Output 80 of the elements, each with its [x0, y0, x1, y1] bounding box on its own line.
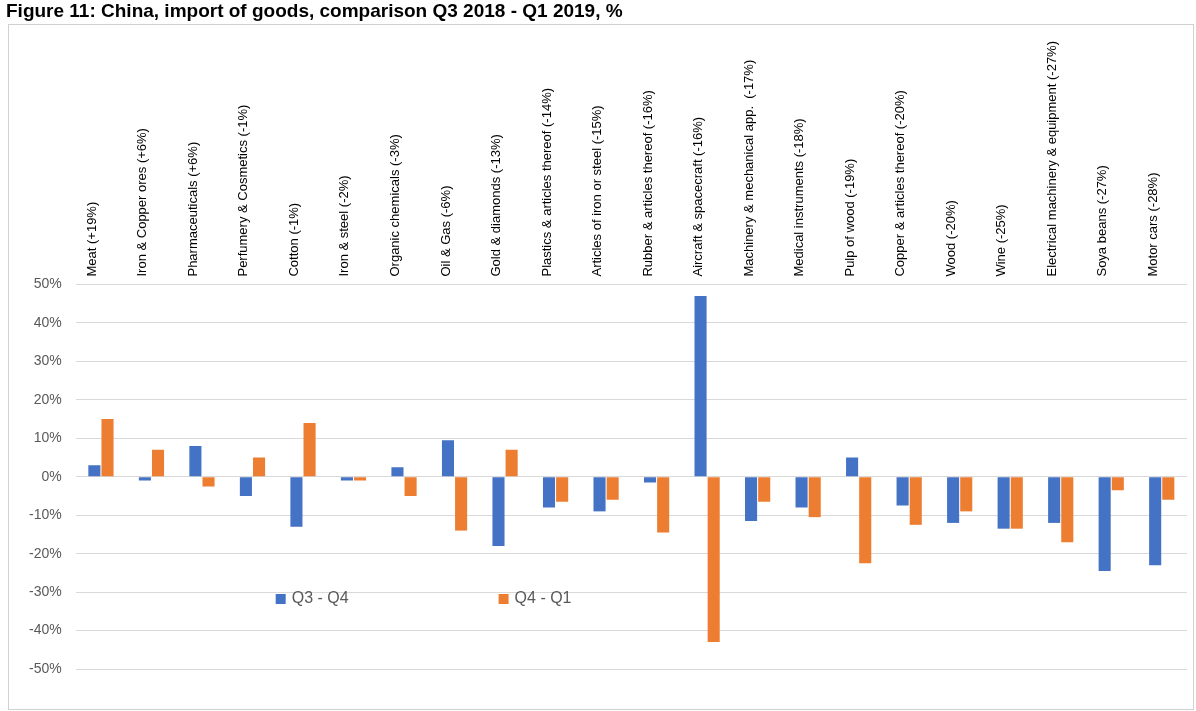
- bar: [189, 446, 202, 477]
- x-tick-label: Perfumery & Cosmetics (-1%): [235, 104, 251, 277]
- bar: [391, 467, 404, 477]
- bar: [960, 477, 973, 512]
- bar: [505, 449, 518, 477]
- bar: [947, 477, 960, 523]
- bar: [1048, 477, 1061, 523]
- y-tick-label: 20%: [33, 390, 62, 407]
- x-tick-label: Wood (-20%): [942, 200, 958, 277]
- bar: [1111, 477, 1124, 491]
- bar: [846, 457, 859, 477]
- bar: [354, 477, 367, 481]
- bar: [340, 477, 353, 481]
- x-tick-label: Machinery & mechanical app. (-17%): [740, 59, 756, 277]
- bar: [896, 477, 909, 506]
- x-tick-label: Cotton (-1%): [285, 202, 301, 277]
- bar: [88, 465, 101, 477]
- bar: [1098, 477, 1111, 571]
- x-tick-label: Rubber & articles thereof (-16%): [639, 90, 655, 277]
- y-tick-label: -40%: [29, 621, 62, 638]
- bar: [694, 296, 707, 477]
- y-tick-label: -30%: [29, 582, 62, 599]
- bar: [745, 477, 758, 521]
- y-tick-label: -10%: [29, 506, 62, 523]
- x-tick-label: Electrical machinery & equipment (-27%): [1043, 40, 1059, 277]
- legend-label: Q3 - Q4: [291, 589, 349, 607]
- x-tick-label: Pharmaceuticals (+6%): [184, 141, 200, 277]
- bar: [643, 477, 657, 483]
- bar: [1149, 477, 1162, 566]
- y-tick-label: 0%: [41, 467, 62, 484]
- bar: [859, 477, 872, 564]
- y-tick-label: -20%: [29, 544, 62, 561]
- bar: [1010, 477, 1023, 529]
- bar: [492, 477, 505, 546]
- bar: [253, 457, 266, 477]
- bar: [239, 477, 252, 496]
- y-tick-label: 50%: [33, 275, 62, 292]
- bar: [290, 477, 303, 527]
- bar: [1162, 477, 1175, 500]
- x-tick-label: Motor cars (-28%): [1144, 172, 1160, 277]
- x-tick-label: Organic chemicals (-3%): [387, 134, 402, 277]
- x-tick-label: Gold & diamonds (-13%): [488, 134, 504, 277]
- x-tick-label: Aircraft & spacecraft (-16%): [690, 116, 706, 277]
- x-tick-label: Copper & articles thereof (-20%): [892, 90, 908, 277]
- x-tick-label: Pulp of wood (-19%): [841, 158, 857, 277]
- x-tick-label: Wine (-25%): [993, 204, 1009, 277]
- x-tick-label: Soya beans (-27%): [1094, 165, 1110, 277]
- x-tick-label: Articles of iron or steel (-15%): [589, 105, 605, 277]
- y-tick-label: 40%: [33, 313, 62, 330]
- bar: [151, 449, 165, 477]
- chart-title: Figure 11: China, import of goods, comparison Q3 2018 - Q1 2019, %: [6, 0, 623, 22]
- bar: [556, 477, 569, 502]
- y-tick-label: -50%: [29, 659, 62, 676]
- x-tick-label: Oil & Gas (-6%): [437, 185, 453, 277]
- bar: [795, 477, 808, 508]
- bar: [404, 477, 417, 496]
- bar: [808, 477, 821, 518]
- bar: [997, 477, 1010, 529]
- bar: [303, 422, 316, 477]
- bar: [593, 477, 606, 512]
- x-tick-label: Iron & Copper ores (+6%): [134, 128, 150, 277]
- x-tick-label: Meat (+19%): [83, 201, 99, 277]
- bar: [707, 477, 720, 643]
- bar: [138, 477, 151, 481]
- bar: [1061, 477, 1074, 543]
- legend-label: Q4 - Q1: [514, 589, 572, 607]
- y-tick-label: 30%: [33, 352, 62, 369]
- bar: [101, 419, 114, 477]
- y-tick-label: 10%: [33, 429, 62, 446]
- bar: [202, 477, 215, 487]
- bar: [606, 477, 619, 500]
- bar: [441, 440, 455, 477]
- bar: [909, 477, 922, 525]
- bar: [542, 477, 556, 508]
- x-tick-label: Medical instruments (-18%): [791, 118, 807, 277]
- bar: [758, 477, 771, 502]
- x-tick-label: Iron & steel (-2%): [336, 175, 352, 277]
- x-tick-label: Plastics & articles thereof (-14%): [538, 87, 554, 277]
- bar: [455, 477, 468, 531]
- bar: [657, 477, 670, 533]
